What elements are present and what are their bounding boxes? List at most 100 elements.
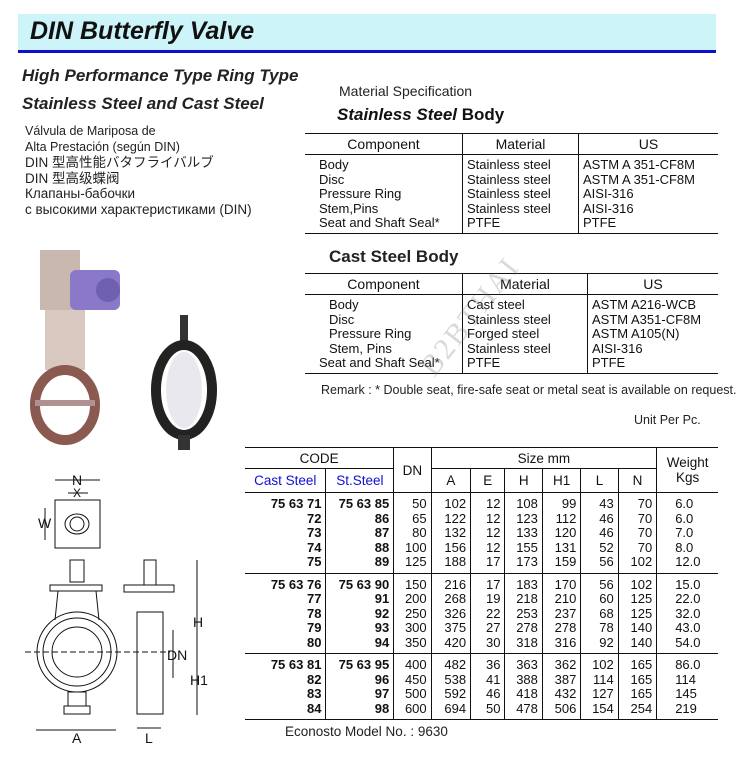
cell: 70 <box>617 525 657 541</box>
cell: 86 <box>325 511 394 526</box>
cell: 125 <box>617 591 657 607</box>
cell: 12.0 <box>656 554 718 574</box>
cell: 600 <box>393 701 432 720</box>
cell: 131 <box>541 540 581 555</box>
cell: AISI-316 <box>592 340 643 356</box>
multilingual-names: Válvula de Mariposa de Alta Prestación (… <box>25 124 252 217</box>
cell: 125 <box>617 606 657 621</box>
cell: 15.0 <box>656 573 718 592</box>
cell: ASTM A 351-CF8M <box>583 171 695 187</box>
cell: 80 <box>245 635 326 654</box>
cell: 155 <box>504 540 543 555</box>
label-h: H <box>193 614 203 630</box>
cell: PTFE <box>462 215 579 233</box>
cell: 506 <box>541 701 581 720</box>
cell: 78 <box>306 605 322 621</box>
cell: 102 <box>617 554 657 574</box>
actuated-valve-photo <box>30 250 120 445</box>
cell: ASTM A105(N) <box>592 326 680 341</box>
cell: 17 <box>470 573 505 592</box>
cell: 32.0 <box>656 606 718 621</box>
cell: 219 <box>656 701 718 720</box>
cell: 74 <box>306 539 322 555</box>
name-es-1: Válvula de Mariposa de <box>25 124 156 138</box>
name-ru-2: с высокими характеристиками (DIN) <box>25 201 252 217</box>
name-ja: DIN 型高性能バタフライバルブ <box>25 155 214 170</box>
table-row: 84 98 600 694 50 478 506 154 254 219 <box>245 701 718 720</box>
cell: 326 <box>430 606 471 621</box>
cs-body-title: Cast Steel Body <box>329 247 459 266</box>
cell: 154 <box>580 701 619 720</box>
cell: 170 <box>541 573 581 592</box>
cell: 123 <box>504 511 543 526</box>
cell: 96 <box>325 672 394 687</box>
cell: ASTM A 351-CF8M <box>583 157 695 172</box>
cell: 60 <box>580 591 619 607</box>
cell: 114 <box>656 672 718 687</box>
table-row: 80 94 350 420 30 318 316 92 140 54.0 <box>245 635 718 654</box>
cell: 46 <box>580 511 619 526</box>
cell: 500 <box>393 686 432 702</box>
table-row: 79 93 300 375 27 278 278 78 140 43.0 <box>245 620 718 636</box>
table-row: Stem,Pins Stainless steel AISI-316 <box>305 201 718 216</box>
table-row: 74 88 100 156 12 155 131 52 70 8.0 <box>245 539 718 555</box>
table-row: 73 87 80 132 12 133 120 46 70 7.0 <box>245 525 718 541</box>
cell: 75 63 85 <box>325 492 394 512</box>
cell: 79 <box>306 620 322 635</box>
cell: 50 <box>470 701 505 720</box>
cell: 72 <box>306 510 322 526</box>
cell: Pressure Ring <box>329 326 412 341</box>
cell: 140 <box>617 635 657 654</box>
label-a: A <box>72 730 82 746</box>
stainless-steel-body-table: Component Material US Body Stainless steel AS… <box>305 133 718 234</box>
cell: Pressure Ring <box>319 186 402 201</box>
valve-photos <box>30 250 217 450</box>
cell: 22.0 <box>656 591 718 607</box>
table-row: 72 86 65 122 12 123 112 46 70 6.0 <box>245 510 718 526</box>
cell: 84 <box>245 701 326 720</box>
cell: AISI-316 <box>583 186 634 201</box>
table-row: Seat and Shaft Seal* PTFE PTFE <box>305 215 718 233</box>
header-us: US <box>643 276 663 292</box>
page-title: DIN Butterfly Valve <box>30 17 255 45</box>
cell: 278 <box>504 620 543 636</box>
cell: 56 <box>580 573 619 592</box>
cell: ASTM A216-WCB <box>592 297 697 312</box>
cell: 253 <box>504 606 543 621</box>
cell: 87 <box>325 525 394 541</box>
cell: 8.0 <box>656 540 718 555</box>
cell: 122 <box>430 511 471 526</box>
cell: 250 <box>393 606 432 621</box>
cell: 68 <box>580 606 619 621</box>
ss-body-title-rest: Body <box>457 105 505 124</box>
table-row: Stem, Pins Stainless steel AISI-316 <box>305 340 718 356</box>
cell: Stainless steel <box>462 172 579 187</box>
label-h1: H1 <box>190 672 208 688</box>
st-steel-header: St.Steel <box>325 468 395 493</box>
cell: 70 <box>617 511 657 526</box>
cell: 43.0 <box>656 620 718 636</box>
cell: Seat and Shaft Seal* <box>319 215 440 230</box>
cell: 237 <box>541 606 581 621</box>
cell: 73 <box>306 525 322 540</box>
cell: 316 <box>541 635 581 654</box>
cell: 173 <box>504 554 543 574</box>
cell: 98 <box>325 701 394 720</box>
size-col-a: A <box>430 468 472 493</box>
cell: 41 <box>470 672 505 687</box>
cell: Disc <box>329 311 355 327</box>
table-row: 77 91 200 268 19 218 210 60 125 22.0 <box>245 591 718 607</box>
cell: 478 <box>504 701 543 720</box>
cell: 75 63 76 <box>270 576 322 592</box>
header-component: Component <box>347 136 420 152</box>
cell: 75 63 90 <box>325 573 394 592</box>
cell: 93 <box>325 620 394 636</box>
cell: 92 <box>580 635 619 654</box>
label-n: N <box>72 472 82 488</box>
cell: 22 <box>470 606 505 621</box>
cell: 210 <box>541 591 581 607</box>
header-us: US <box>638 136 659 152</box>
material-spec-label: Material Specification <box>339 83 473 99</box>
title-bar: DIN Butterfly Valve <box>18 14 716 53</box>
